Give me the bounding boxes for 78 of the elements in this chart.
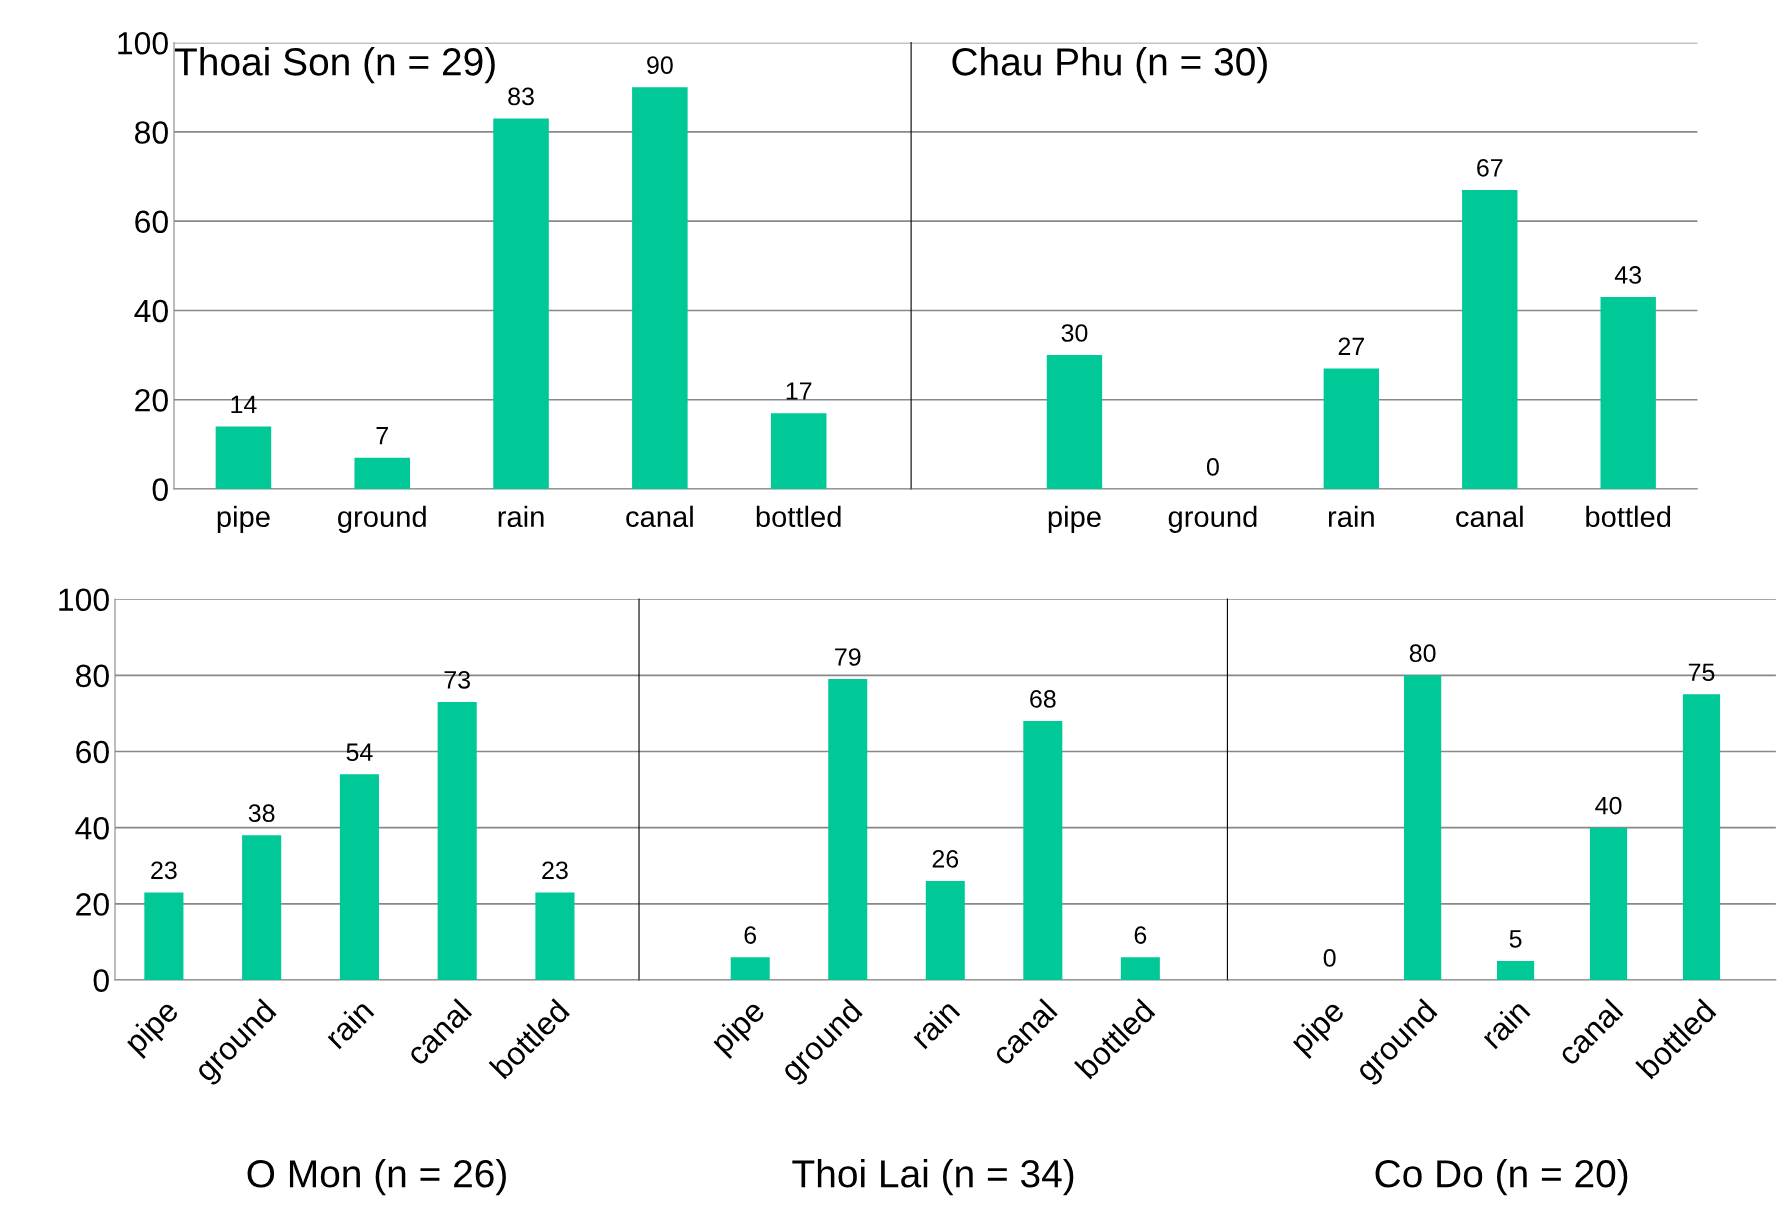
bar [354,457,410,490]
bar [828,679,868,980]
data-label: 75 [1688,663,1715,682]
bar [1600,297,1656,490]
data-label: 30 [1061,324,1088,342]
data-label: 7 [376,427,388,445]
data-label: 54 [346,743,373,762]
data-label: 17 [786,382,812,400]
y-tick-label: 100 [118,31,168,55]
x-tick-label: rain [1328,505,1374,528]
x-tick-label: rain [323,998,375,1050]
bar [1046,355,1103,490]
x-tick-label: rain [909,998,961,1050]
bar [1496,960,1535,980]
data-label: 43 [1614,266,1642,284]
y-tick-label: 60 [76,740,109,764]
data-label: 73 [444,670,470,689]
data-label: 6 [744,926,757,944]
data-label: 38 [248,804,275,822]
y-tick-label: 80 [135,121,168,144]
y-tick-label: 40 [134,299,168,323]
text: Thoi Lai (n = 34) [792,1159,1074,1196]
y-tick-label: 60 [135,210,168,234]
bar [1682,694,1721,980]
data-label: 27 [1338,337,1364,355]
data-label: 80 [1409,644,1436,663]
bar [144,892,184,980]
text: Co Do (n = 20) [1375,1159,1628,1196]
y-tick-label: 20 [76,893,109,916]
bar [730,957,770,980]
bar [493,118,549,490]
y-tick-label: 0 [152,478,168,501]
bar [1120,957,1160,980]
bar [1404,675,1442,980]
data-label: 14 [231,395,257,414]
data-label: 0 [1206,458,1219,476]
data-label: 23 [151,861,177,880]
chart-title: Chau Phu (n = 30) [952,47,1267,84]
bar [925,880,965,980]
data-label: 5 [1509,930,1522,948]
bar [770,413,827,490]
x-tick-label: pipe [217,505,270,533]
data-label: 68 [1030,690,1056,708]
x-tick-label: canal [1456,505,1523,528]
bar [437,701,477,980]
bar [215,426,272,490]
x-tick-label: canal [626,505,693,528]
y-tick-label: 0 [93,969,109,992]
data-label: 26 [932,850,959,868]
bar [339,774,379,980]
y-tick-label: 40 [75,816,109,840]
x-tick-label: pipe [1048,505,1101,533]
data-label: 40 [1595,796,1622,815]
y-tick-label: 80 [76,664,109,688]
data-label: 83 [508,87,534,106]
x-tick-label: ground [1168,505,1257,533]
bar [1462,189,1518,490]
x-tick-label: ground [338,505,426,533]
y-tick-label: 100 [59,588,109,612]
bar [535,892,575,980]
data-label: 23 [542,861,568,880]
y-tick-label: 20 [135,389,168,412]
data-label: 67 [1477,158,1503,177]
bar [632,87,688,490]
data-label: 79 [835,648,861,666]
x-tick-label: bottled [756,505,841,528]
data-label: 6 [1134,926,1147,944]
bar [242,835,282,980]
text: O Mon (n = 26) [247,1159,506,1196]
bar [1323,368,1380,490]
x-tick-label: rain [1479,998,1531,1050]
bar [1589,827,1628,980]
x-tick-label: rain [498,505,544,528]
x-tick-label: bottled [1586,505,1671,528]
data-label: 90 [647,56,673,74]
bar [1023,721,1063,980]
chart-title: Thoai Son (n = 29) [174,47,495,84]
data-label: 0 [1323,949,1336,967]
